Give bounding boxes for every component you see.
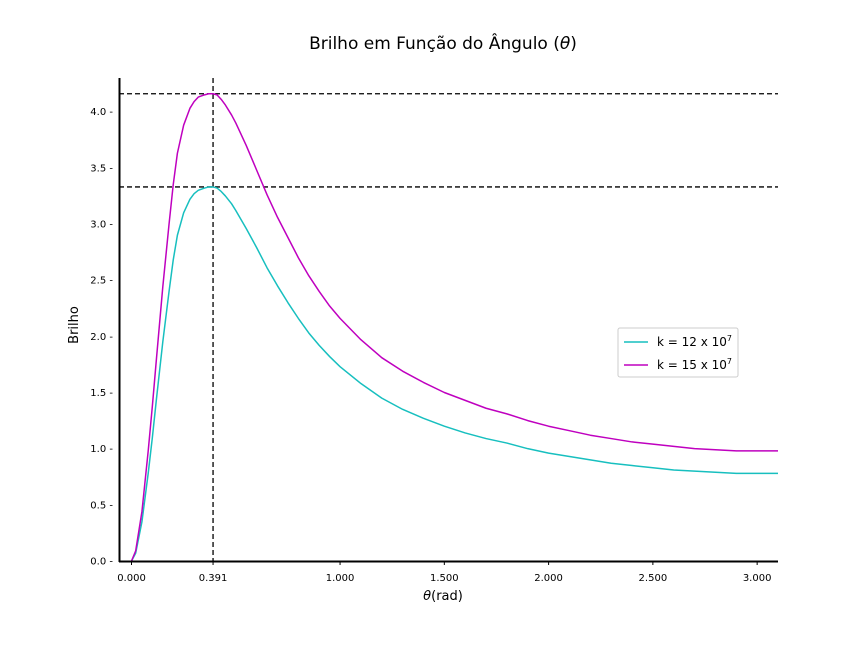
y-tick-label: 3.5 - — [90, 163, 113, 174]
y-tick-label: 3.0 - — [90, 220, 113, 231]
x-tick-label: 0.391 — [199, 573, 228, 584]
legend-label-series-1: k = 15 x 107 — [657, 357, 732, 372]
x-tick-label: 1.500 — [430, 573, 459, 584]
x-tick-label: 3.000 — [743, 573, 772, 584]
x-tick-label: 2.500 — [639, 573, 668, 584]
y-tick-label: 1.0 - — [90, 444, 113, 455]
series-lines — [130, 92, 778, 562]
y-tick-label: 0.0 - — [90, 557, 113, 568]
y-tick-label: 4.0 - — [90, 107, 113, 118]
y-tick-label: 2.0 - — [90, 332, 113, 343]
legend-label-series-0: k = 12 x 107 — [657, 334, 732, 349]
legend: k = 12 x 107 k = 15 x 107 — [617, 327, 739, 378]
reference-lines — [119, 78, 778, 561]
x-axis-label: θ(rad) — [423, 589, 463, 604]
x-axis-ticks: 0.000 0.391 1.000 1.500 2.000 2.500 3.000 — [117, 561, 771, 584]
x-tick-label: 2.000 — [534, 573, 563, 584]
chart-title: Brilho em Função do Ângulo (θ) — [309, 32, 577, 54]
x-tick-label: 1.000 — [326, 573, 355, 584]
x-tick-label: 0.000 — [117, 573, 146, 584]
y-tick-label: 1.5 - — [90, 388, 113, 399]
series-line-0 — [130, 186, 778, 562]
y-tick-label: 2.5 - — [90, 276, 113, 287]
y-tick-label: 0.5 - — [90, 500, 113, 511]
y-axis-ticks: 0.0 - 0.5 - 1.0 - 1.5 - 2.0 - 2.5 - 3.0 - 3.5 -… — [90, 107, 113, 567]
series-line-1 — [130, 92, 778, 562]
y-axis-label: Brilho — [67, 306, 82, 344]
